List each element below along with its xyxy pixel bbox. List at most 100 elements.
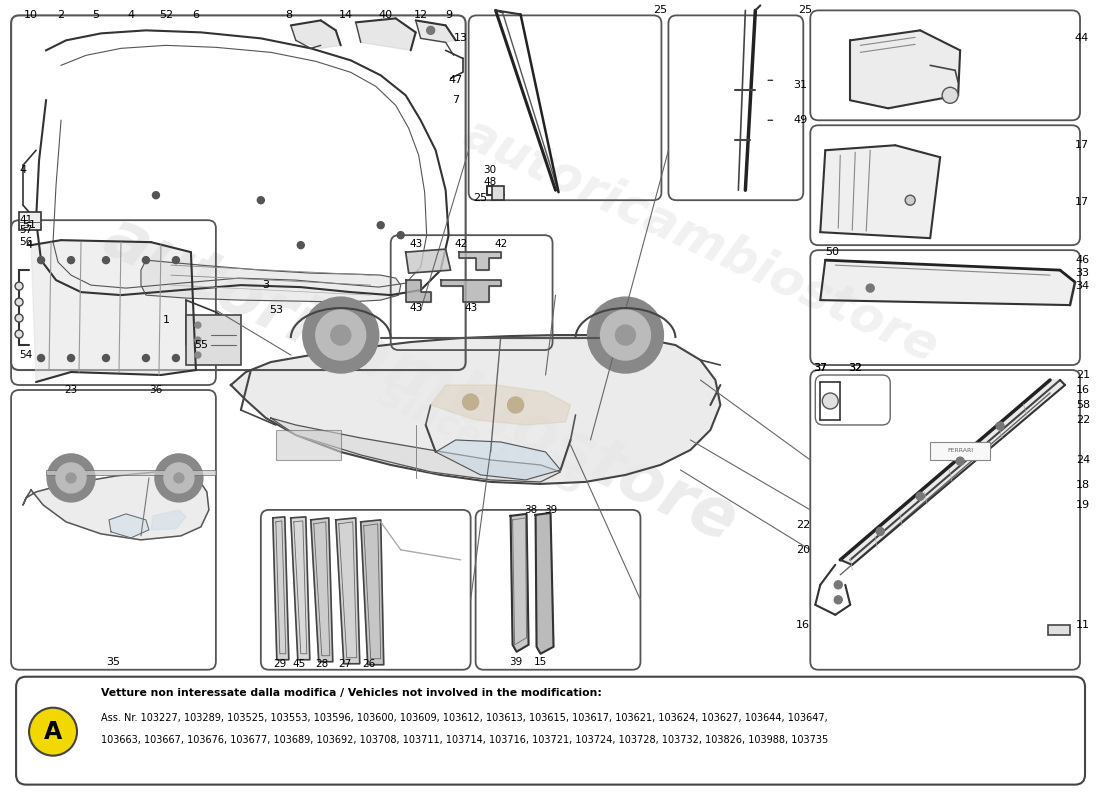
Polygon shape: [850, 30, 960, 108]
Text: 47: 47: [449, 75, 463, 86]
Text: Vetture non interessate dalla modifica / Vehicles not involved in the modificati: Vetture non interessate dalla modifica /…: [101, 688, 602, 698]
Circle shape: [37, 354, 45, 362]
Text: 4: 4: [20, 166, 26, 175]
Circle shape: [15, 298, 23, 306]
Text: 12: 12: [414, 10, 428, 20]
Text: A: A: [44, 720, 63, 744]
Circle shape: [507, 397, 524, 413]
Text: 42: 42: [454, 239, 467, 249]
Text: 30: 30: [484, 166, 497, 175]
Text: 28: 28: [315, 658, 328, 669]
Circle shape: [257, 197, 264, 204]
Circle shape: [102, 257, 110, 264]
Circle shape: [15, 282, 23, 290]
Text: FERRARI: FERRARI: [947, 449, 974, 454]
Text: 43: 43: [409, 239, 422, 249]
Circle shape: [174, 473, 184, 483]
Text: 6: 6: [192, 10, 199, 20]
Circle shape: [316, 310, 365, 360]
Polygon shape: [151, 510, 186, 530]
Polygon shape: [290, 20, 341, 48]
Text: 27: 27: [338, 658, 351, 669]
Text: 16: 16: [1076, 385, 1090, 395]
Circle shape: [331, 325, 351, 345]
Circle shape: [601, 310, 650, 360]
Text: 25: 25: [799, 6, 813, 15]
Text: 41: 41: [19, 215, 32, 225]
Circle shape: [997, 422, 1004, 430]
Circle shape: [302, 297, 378, 373]
Text: 33: 33: [1075, 268, 1089, 278]
Circle shape: [616, 325, 636, 345]
Text: 11: 11: [1076, 620, 1090, 630]
Circle shape: [377, 222, 384, 229]
Polygon shape: [406, 249, 451, 273]
Polygon shape: [441, 280, 500, 302]
Text: 44: 44: [1075, 34, 1089, 43]
Circle shape: [66, 473, 76, 483]
Text: 32: 32: [848, 363, 862, 373]
Bar: [492, 186, 504, 200]
Text: 19: 19: [1076, 500, 1090, 510]
Circle shape: [195, 352, 201, 358]
Text: 10: 10: [24, 10, 38, 20]
Text: 5: 5: [92, 10, 99, 20]
Text: 43: 43: [464, 303, 477, 313]
Text: 4: 4: [128, 10, 134, 20]
Polygon shape: [231, 335, 720, 484]
Circle shape: [956, 457, 964, 465]
Text: 14: 14: [339, 10, 353, 20]
Text: 26: 26: [363, 658, 376, 669]
Bar: [186, 315, 241, 365]
Text: 23: 23: [65, 385, 78, 395]
Text: 24: 24: [1076, 455, 1090, 465]
Circle shape: [463, 394, 478, 410]
Polygon shape: [23, 472, 209, 540]
Bar: [1048, 625, 1070, 634]
Text: 31: 31: [793, 80, 807, 90]
Polygon shape: [510, 514, 529, 652]
Circle shape: [143, 257, 150, 264]
Polygon shape: [31, 240, 196, 382]
Text: 53: 53: [268, 305, 283, 315]
Circle shape: [29, 708, 77, 756]
Circle shape: [823, 393, 838, 409]
Text: 2: 2: [57, 10, 65, 20]
Text: 21: 21: [1076, 370, 1090, 380]
Polygon shape: [311, 518, 333, 662]
Text: Ass. Nr. 103227, 103289, 103525, 103553, 103596, 103600, 103609, 103612, 103613,: Ass. Nr. 103227, 103289, 103525, 103553,…: [101, 713, 827, 722]
Text: 16: 16: [796, 620, 811, 630]
Polygon shape: [109, 514, 148, 538]
Circle shape: [143, 354, 150, 362]
Text: 20: 20: [796, 545, 811, 555]
Polygon shape: [273, 517, 289, 660]
Circle shape: [195, 337, 201, 343]
Circle shape: [37, 257, 45, 264]
Circle shape: [47, 454, 95, 502]
Text: 32: 32: [849, 363, 861, 373]
Text: 22: 22: [1076, 415, 1090, 425]
Circle shape: [397, 232, 404, 238]
Text: 22: 22: [796, 520, 811, 530]
Text: 39: 39: [509, 657, 522, 666]
Text: 38: 38: [524, 505, 537, 515]
Polygon shape: [361, 520, 384, 665]
Text: 34: 34: [1075, 281, 1089, 291]
Text: 50: 50: [825, 247, 839, 257]
Polygon shape: [416, 20, 455, 42]
Circle shape: [153, 192, 159, 198]
Circle shape: [67, 354, 75, 362]
Text: 37: 37: [813, 363, 827, 373]
Text: autoricambiostore: autoricambiostore: [455, 109, 946, 371]
Circle shape: [67, 257, 75, 264]
Text: 9: 9: [446, 10, 452, 20]
Text: 51: 51: [22, 220, 36, 230]
Text: 43: 43: [409, 303, 422, 313]
Polygon shape: [271, 418, 561, 482]
Text: 39: 39: [543, 505, 558, 515]
Text: autoricambiostore: autoricambiostore: [94, 204, 748, 556]
Text: 54: 54: [19, 350, 32, 360]
Text: 46: 46: [1075, 255, 1089, 265]
Polygon shape: [355, 18, 416, 50]
Text: 25: 25: [473, 194, 487, 203]
